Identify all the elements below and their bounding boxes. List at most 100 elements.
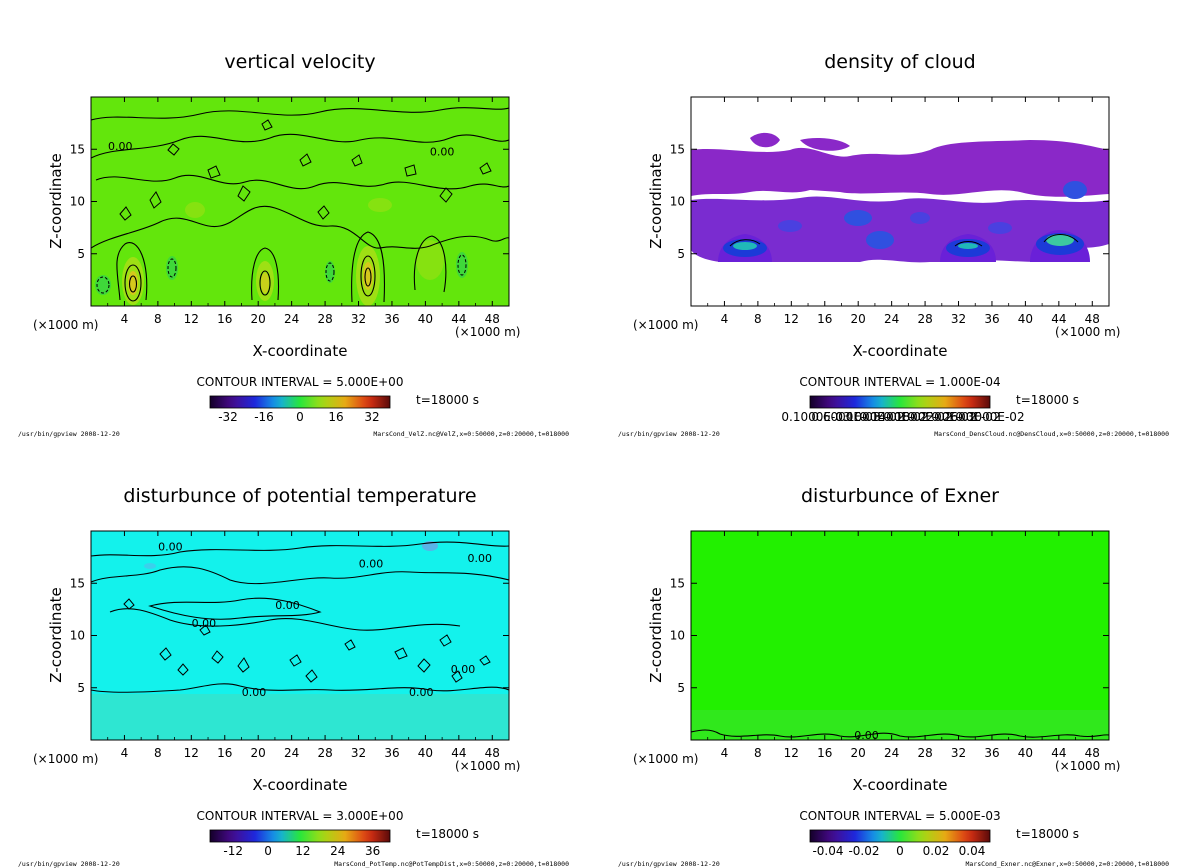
x-tick-label: 32 xyxy=(351,746,366,760)
x-tick-label: 8 xyxy=(154,312,162,326)
contour-line xyxy=(91,566,509,585)
downdraft-zone xyxy=(95,275,111,295)
y-tick-label: 5 xyxy=(677,247,685,261)
colorbar xyxy=(809,395,991,409)
x-tick-label: 8 xyxy=(754,312,762,326)
y-tick-label: 10 xyxy=(70,195,85,209)
contour-ring xyxy=(259,270,271,296)
contour-line xyxy=(109,608,461,631)
colorbar-tick-label: 0.1000E-03 xyxy=(781,410,850,424)
colorbar-tick-label: 24 xyxy=(330,844,345,858)
colorbar-tick-label: 0.2200E-02 xyxy=(907,410,976,424)
y-tick-label: 10 xyxy=(70,629,85,643)
colorbar-tick-label: 36 xyxy=(365,844,380,858)
colorbar-tick-label: 0 xyxy=(896,844,904,858)
lower-layer xyxy=(91,694,509,740)
x-tick-label: 44 xyxy=(451,312,466,326)
x-tick-label: 44 xyxy=(1051,312,1066,326)
x-tick-label: 44 xyxy=(1051,746,1066,760)
field-features xyxy=(691,710,1109,740)
contour-labels: 0.00 0.00 xyxy=(108,140,454,158)
x-tick-label: 20 xyxy=(251,746,266,760)
y-tick-label: 15 xyxy=(670,142,685,156)
y-axis-label: Z-coordinate xyxy=(647,587,665,682)
chart-title: disturbunce of potential temperature xyxy=(123,485,476,507)
contour-label: 0.00 xyxy=(275,599,300,612)
footer-program: /usr/bin/gpview 2008-12-20 xyxy=(18,860,120,868)
footer-file: MarsCond_VelZ.nc@VelZ,x=0:50000,z=0:2000… xyxy=(373,430,569,438)
y-tick-label: 10 xyxy=(670,195,685,209)
contour-label: 0.00 xyxy=(854,729,879,742)
colorbar xyxy=(209,395,391,409)
x-tick-label: 32 xyxy=(351,312,366,326)
colorbar-tick-label: 0.6000E-03 xyxy=(811,410,880,424)
colorbar-tick-label: 0.1000E-02 xyxy=(835,410,904,424)
contour-line xyxy=(91,205,509,249)
cloud-dense-core xyxy=(844,210,872,226)
x-unit-label-left: (×1000 m) xyxy=(33,318,98,332)
x-unit-label-right: (×1000 m) xyxy=(455,759,520,773)
x-tick-label: 24 xyxy=(284,312,299,326)
time-label: t=18000 s xyxy=(1016,827,1079,841)
y-tick-label: 5 xyxy=(77,247,85,261)
y-tick-label: 15 xyxy=(670,576,685,590)
cloud-dense-core xyxy=(778,220,802,232)
field-background xyxy=(691,531,1109,740)
contour-labels: 0.00 xyxy=(854,729,879,742)
x-tick-label: 28 xyxy=(917,312,932,326)
updraft-zone xyxy=(368,198,392,212)
contour-interval: CONTOUR INTERVAL = 3.000E+00 xyxy=(197,809,404,823)
contour-ring xyxy=(128,275,138,293)
x-tick-label: 48 xyxy=(485,746,500,760)
updraft-zone xyxy=(185,202,205,218)
cloud-dense-core xyxy=(1046,234,1074,246)
contour-label: 0.00 xyxy=(158,541,183,554)
contour-ring-dashed xyxy=(96,276,110,294)
contour-line xyxy=(116,242,148,301)
x-axis-label: X-coordinate xyxy=(853,776,948,794)
y-tick-label: 5 xyxy=(77,681,85,695)
footer-file: MarsCond_DensCloud.nc@DensCloud,x=0:5000… xyxy=(934,430,1169,438)
y-tick-label: 15 xyxy=(70,576,85,590)
footer-program: /usr/bin/gpview 2008-12-20 xyxy=(618,430,720,438)
contour-line xyxy=(691,729,1109,738)
x-axis-label: X-coordinate xyxy=(853,342,948,360)
x-tick-label: 16 xyxy=(217,312,232,326)
colorbar-ticks: -12 0 12 24 36 xyxy=(223,844,380,858)
time-label: t=18000 s xyxy=(416,827,479,841)
x-tick-label: 16 xyxy=(217,746,232,760)
y-axis-label: Z-coordinate xyxy=(47,587,65,682)
y-tick-label: 10 xyxy=(670,629,685,643)
x-tick-label: 24 xyxy=(884,746,899,760)
x-unit-label-left: (×1000 m) xyxy=(633,752,698,766)
x-tick-label: 36 xyxy=(384,312,399,326)
x-axis-label: X-coordinate xyxy=(253,776,348,794)
contour-line xyxy=(91,107,509,121)
cloud-dense-core xyxy=(733,242,757,250)
y-axis-label: Z-coordinate xyxy=(647,153,665,248)
contour-line xyxy=(91,683,509,693)
x-tick-label: 40 xyxy=(1018,746,1033,760)
contour-line xyxy=(148,597,322,620)
x-unit-label-right: (×1000 m) xyxy=(1055,759,1120,773)
contour-ring xyxy=(360,255,376,297)
cloud-dense-core xyxy=(910,212,930,224)
contour-ring xyxy=(364,267,372,287)
cloud-patch xyxy=(800,138,850,151)
x-tick-label: 32 xyxy=(951,312,966,326)
panel-vertical-velocity: vertical velocity xyxy=(18,51,569,438)
colorbar-tick-label: 32 xyxy=(364,410,379,424)
contour-label: 0.00 xyxy=(108,140,133,153)
updraft-core xyxy=(261,273,269,293)
contour-labels: 0.00 0.00 0.00 0.00 0.00 0.00 0.00 0.00 xyxy=(158,541,492,699)
x-tick-label: 32 xyxy=(951,746,966,760)
x-tick-label: 36 xyxy=(384,746,399,760)
x-tick-label: 28 xyxy=(317,746,332,760)
time-label: t=18000 s xyxy=(416,393,479,407)
colorbar-tick-label: -0.04 xyxy=(812,844,843,858)
contour-line xyxy=(123,598,491,683)
colorbar-tick-label: 0 xyxy=(264,844,272,858)
